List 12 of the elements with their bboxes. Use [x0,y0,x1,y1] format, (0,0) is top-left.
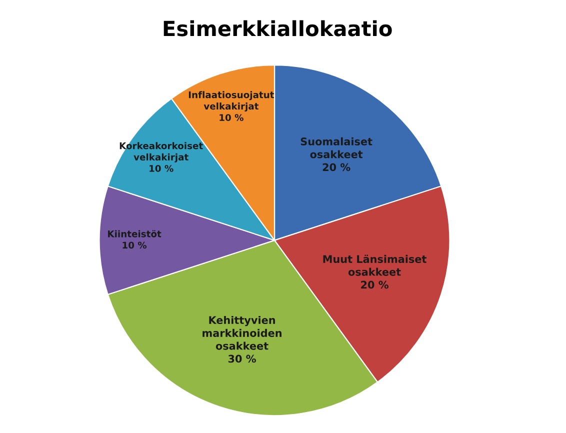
data-label: 20 % [361,280,388,289]
slice-label: Kiinteistöt [108,230,162,238]
data-label: 20 % [322,163,350,172]
chart-title: Esimerkkiallokaatio [164,20,392,36]
data-label: 10 % [220,114,244,122]
data-label: 10 % [150,164,174,172]
slice-label: Inflaatiosuojatut velkakirjat [188,91,274,112]
slice-label: Kehittyvien markkinoiden osakkeet [202,316,282,350]
data-label: 10 % [122,242,147,249]
slice-label: Muut Länsimaiset osakkeet [323,254,426,276]
data-label: 30 % [228,354,256,363]
slice-label: Suomalaiset osakkeet [300,137,372,158]
